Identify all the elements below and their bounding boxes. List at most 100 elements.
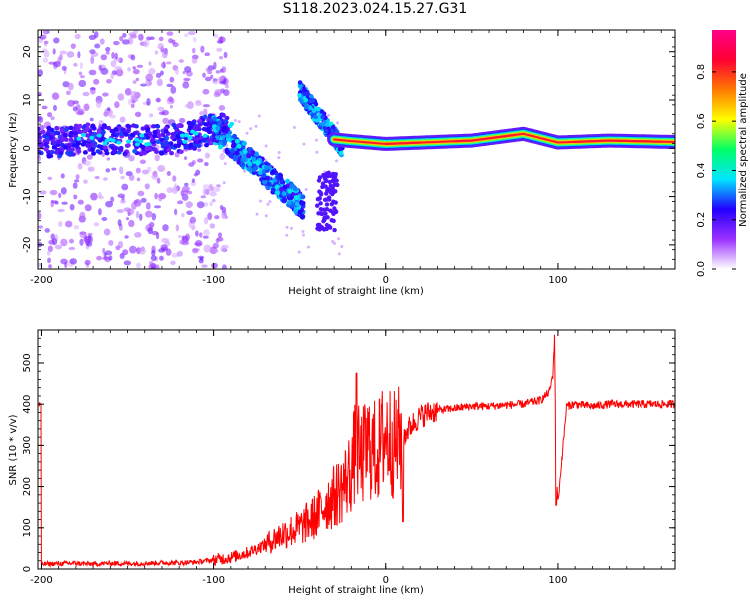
spectrogram-band-blob — [95, 149, 101, 154]
spectrogram-noise-blob — [79, 211, 86, 220]
spectrogram-descent-blob — [295, 201, 301, 207]
spectrogram-noise-blob — [191, 160, 196, 165]
spectrogram-band-blob — [123, 132, 129, 137]
spectrogram-descent-blob — [270, 187, 276, 193]
snr-y-ticks: 0 100 200 300 400 500 — [22, 329, 675, 572]
spectrogram-noise-blob — [216, 47, 223, 52]
spectrogram-streak-blob — [329, 201, 335, 207]
spectrogram-noise-blob — [140, 197, 147, 203]
spectrogram-noise-blob — [102, 92, 109, 97]
spectrogram-band-blob — [45, 131, 51, 137]
spectrogram-noise-blob — [223, 213, 227, 217]
spectrogram-streak-blob — [321, 207, 327, 212]
spectrogram-noise-blob — [123, 207, 132, 212]
spectrogram-noise-blob — [94, 43, 101, 49]
spectrogram-noise-blob — [186, 210, 193, 216]
spectrogram-noise-blob — [285, 225, 289, 229]
spectrogram-noise-blob — [207, 212, 213, 221]
spectrogram-noise-blob — [197, 148, 202, 152]
spectrogram-streak-blob — [303, 104, 309, 110]
spectrogram-noise-blob — [98, 191, 102, 199]
spectrogram-noise-blob — [166, 61, 172, 65]
spectrogram-noise-blob — [121, 183, 129, 191]
spectrogram-noise-blob — [168, 38, 174, 44]
spectrogram-noise-blob — [257, 114, 261, 118]
spectrogram-band-blob — [58, 150, 64, 156]
spectrogram-band-blob — [190, 121, 196, 127]
spectrogram-descent-blob — [270, 169, 276, 175]
spectrogram-noise-blob — [175, 224, 180, 232]
spectrogram-noise-blob — [147, 227, 153, 235]
spectrogram-mask-top — [30, 20, 680, 30]
spectrogram-band-blob — [171, 122, 177, 128]
spectrogram-band-blob — [152, 129, 158, 135]
spectrogram-noise-blob — [79, 238, 84, 246]
spectrogram-streak-blob — [331, 179, 336, 184]
spectrogram-noise-blob — [184, 66, 192, 73]
spectrogram-descent-blob — [232, 133, 238, 139]
spectrogram-band-highlight — [184, 133, 190, 138]
spectrogram-noise-blob — [200, 195, 207, 199]
spectrogram-noise-blob — [124, 235, 129, 239]
spectrogram-noise-blob — [136, 177, 141, 182]
spectrogram-noise-blob — [88, 69, 97, 76]
spectrogram-noise-blob — [43, 40, 49, 45]
spectrogram-band-blob — [178, 149, 184, 154]
spectrogram-streak-blob — [297, 83, 303, 89]
spectrogram-noise-blob — [331, 239, 335, 243]
spectrogram-noise-blob — [154, 154, 160, 162]
spectrogram-noise-blob — [199, 232, 203, 238]
spectrogram-band-highlight — [80, 132, 86, 137]
spectrogram-band-blob — [220, 112, 226, 118]
spectrogram-noise-blob — [212, 33, 219, 39]
spectrogram-streak-blob — [324, 191, 329, 196]
spectrogram-noise-blob — [47, 257, 51, 264]
spectrogram-band-blob — [109, 128, 115, 134]
spectrogram-noise-blob — [93, 222, 100, 227]
spectrogram-noise-blob — [87, 232, 93, 236]
spectrogram-noise-blob — [118, 240, 124, 249]
snr-x-tick-label: 100 — [548, 575, 567, 586]
snr-y-tick-label: 0 — [22, 566, 33, 572]
spectrogram-band-highlight — [187, 136, 193, 141]
spectrogram-band-highlight — [139, 133, 145, 138]
spectrogram-band-blob — [164, 135, 170, 141]
spectrogram-noise-blob — [302, 233, 306, 237]
spectrogram-noise-blob — [204, 162, 209, 167]
spectrogram-noise-blob — [105, 168, 111, 173]
spectrogram-noise-blob — [136, 262, 141, 269]
spectrogram-noise-blob — [60, 258, 68, 265]
spectrogram-noise-blob — [179, 239, 186, 245]
spectrogram-band-blob — [223, 119, 229, 124]
snr-x-tick-label: -100 — [202, 575, 225, 586]
spectrogram-noise-blob — [89, 87, 96, 91]
spectrogram-noise-blob — [304, 187, 308, 191]
spectrogram-band-blob — [175, 123, 181, 128]
spectrogram-noise-blob — [64, 220, 73, 228]
spectrogram-descent-blob — [246, 153, 252, 159]
spectrogram-streak-blob — [317, 175, 323, 180]
spectrogram-noise-blob — [223, 162, 227, 166]
spectrogram-noise-blob — [211, 262, 218, 269]
spectrogram-noise-blob — [93, 78, 100, 85]
spectrogram-noise-blob — [134, 232, 142, 238]
spectrogram-noise-blob — [110, 196, 115, 203]
spectrogram-noise-blob — [100, 67, 109, 75]
spectrogram-band-blob — [111, 149, 117, 155]
snr-x-tick-label: -200 — [30, 575, 53, 586]
spectrogram-noise-blob — [192, 248, 199, 254]
spectrogram-noise-blob — [117, 209, 123, 213]
spectrogram-noise-blob — [277, 151, 281, 155]
spectrogram-band-highlight — [116, 140, 122, 145]
spectrogram-band-blob — [76, 149, 82, 154]
spectrogram-noise-blob — [259, 199, 263, 203]
colorbar: 0.0 0.2 0.4 0.6 0.8 Normalized spectral ampl… — [696, 30, 749, 277]
spectrogram-noise-blob — [233, 119, 237, 123]
spectrogram-noise-blob — [243, 169, 247, 173]
spectrogram-band-highlight — [182, 139, 188, 144]
spectrogram-noise-blob — [105, 51, 110, 55]
spectrogram-noise-blob — [264, 144, 268, 148]
spectrogram-noise-blob — [41, 105, 48, 110]
spectrogram-descent-blob — [288, 195, 294, 201]
spectrogram-noise-blob — [69, 258, 77, 265]
